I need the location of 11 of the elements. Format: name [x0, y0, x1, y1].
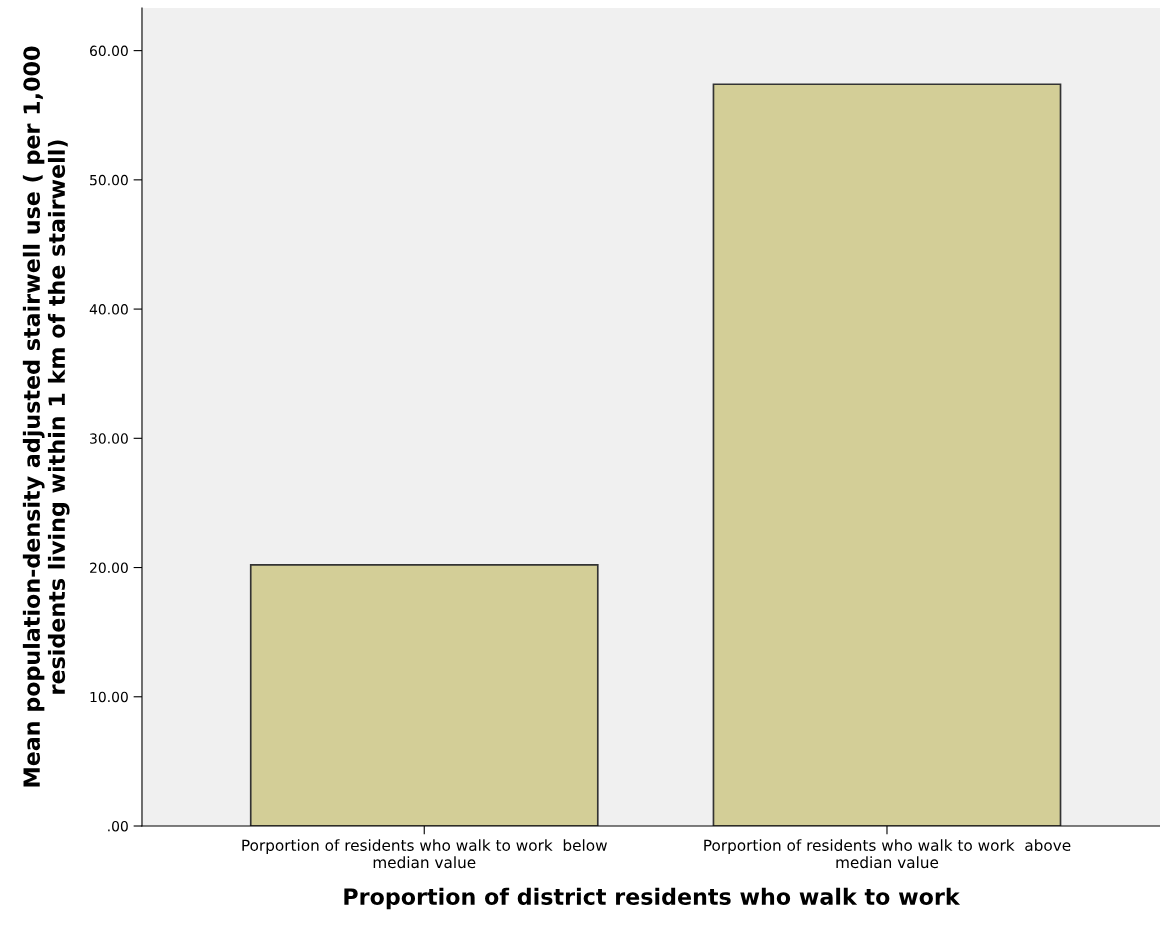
- y-tick-label: 20.00: [90, 562, 128, 574]
- y-tick-label: 40.00: [89, 304, 128, 315]
- y-tick-label: 60.00: [90, 45, 128, 57]
- y-tick-label: 30.00: [90, 433, 128, 444]
- x-tick-label: Porportion of residents who walk to work below median value: [242, 839, 607, 869]
- y-tick-label: 50.00: [90, 174, 128, 186]
- y-tick-label: 10.00: [90, 691, 128, 703]
- x-tick-label: Porportion of residents who walk to work above median value: [704, 839, 1071, 869]
- x-axis-title: Proportion of district residents who walk to work: [344, 887, 961, 910]
- y-axis-title: Mean population-density adjusted stairwell use ( per 1,000 residents living within 1 km of the stairwell): [22, 46, 70, 787]
- y-tick-label: .00: [108, 820, 128, 832]
